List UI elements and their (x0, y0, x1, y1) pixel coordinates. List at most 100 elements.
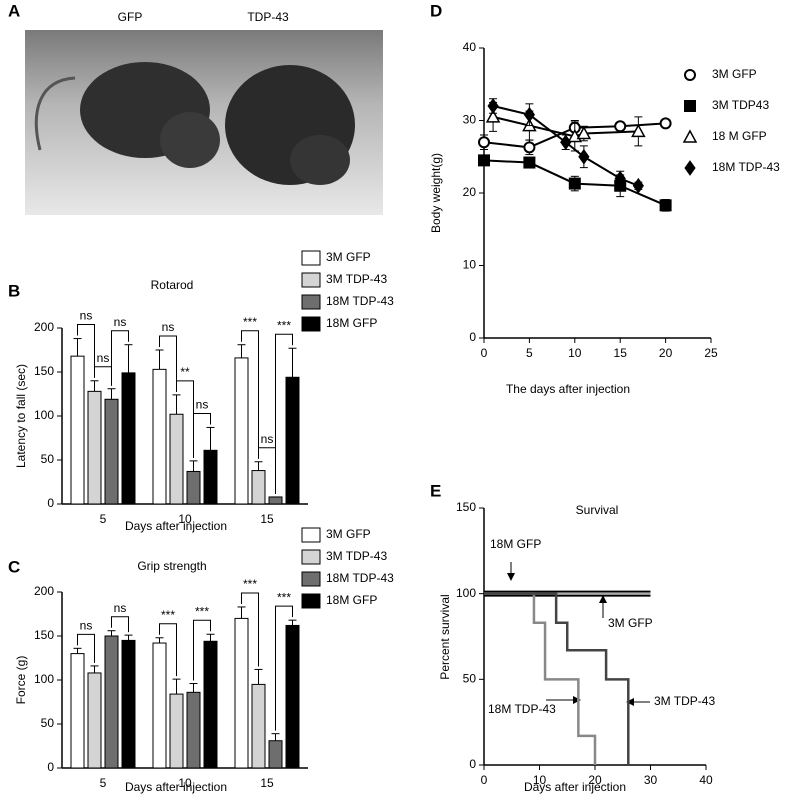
curve-label: 3M TDP-43 (654, 694, 715, 708)
significance-label: ns (114, 315, 127, 329)
x-axis-label: Days after injection (125, 519, 227, 533)
y-tick-label: 50 (463, 672, 477, 686)
bar (251, 683, 266, 769)
bar (234, 617, 249, 769)
y-tick-label: 150 (456, 500, 476, 514)
legend-swatch (301, 294, 321, 310)
y-tick-label: 10 (463, 258, 477, 272)
significance-bracket (111, 616, 129, 633)
curve-label: 18M GFP (490, 537, 541, 551)
panel-letter: B (8, 281, 20, 300)
x-tick-label: 30 (644, 773, 658, 787)
legend-label: 3M GFP (326, 527, 371, 541)
significance-bracket (241, 592, 259, 667)
x-axis-label: The days after injection (506, 382, 630, 396)
y-tick-label: 0 (47, 496, 54, 510)
legend-marker (684, 100, 696, 112)
bar (268, 740, 283, 769)
y-tick-label: 0 (47, 760, 54, 774)
marker (485, 109, 501, 123)
significance-label: ns (80, 618, 93, 632)
marker (523, 141, 536, 154)
y-tick-label: 0 (469, 330, 476, 344)
significance-bracket (241, 330, 259, 459)
legend-swatch (301, 571, 321, 587)
significance-label: ns (162, 320, 175, 334)
significance-bracket (77, 633, 95, 663)
x-tick-label: 15 (260, 512, 274, 526)
bar (203, 640, 218, 769)
marker (576, 125, 592, 140)
bar (70, 355, 85, 505)
x-tick-label: 5 (100, 512, 107, 526)
y-axis-label: Body weight(g) (429, 153, 443, 233)
bar (70, 653, 85, 769)
legend-swatch (301, 272, 321, 288)
significance-label: *** (243, 577, 257, 591)
significance-bracket (77, 324, 95, 378)
significance-label: *** (277, 590, 291, 604)
legend-label: 3M TDP43 (712, 98, 769, 112)
marker (631, 123, 646, 138)
legend-label: 18M TDP-43 (326, 294, 394, 308)
photo-label: GFP (118, 10, 143, 24)
significance-bracket (159, 623, 177, 677)
y-tick-label: 0 (469, 757, 476, 771)
marker (487, 98, 499, 114)
x-axis-label: Days after injection (125, 780, 227, 794)
x-tick-label: 15 (260, 776, 274, 790)
panel-letter: A (8, 1, 20, 20)
significance-label: ** (180, 365, 190, 379)
marker (578, 148, 590, 165)
x-tick-label: 40 (699, 773, 713, 787)
bar (121, 372, 136, 505)
significance-label: ns (97, 351, 110, 365)
significance-label: ns (114, 601, 127, 615)
significance-label: ns (80, 309, 93, 323)
marker (523, 106, 536, 123)
chart-title: Survival (576, 503, 619, 517)
bar (169, 413, 184, 505)
marker (632, 177, 644, 194)
panel-letter: E (430, 481, 441, 500)
x-tick-label: 0 (481, 773, 488, 787)
significance-bracket (275, 605, 293, 731)
bar (152, 642, 167, 769)
legend-label: 18M GFP (326, 316, 377, 330)
bar (186, 691, 201, 769)
legend-marker (684, 69, 696, 81)
survival-curve (484, 592, 630, 765)
marker (560, 134, 572, 151)
legend-label: 18 M GFP (712, 129, 767, 143)
x-tick-label: 10 (533, 773, 547, 787)
y-tick-label: 100 (456, 586, 476, 600)
bar (152, 368, 167, 505)
x-tick-label: 10 (568, 346, 582, 360)
curve-label: 3M GFP (608, 616, 653, 630)
panel-letter: D (430, 1, 442, 20)
marker (568, 177, 581, 190)
y-axis-label: Force (g) (14, 656, 28, 705)
bar (268, 496, 283, 505)
legend-label: 18M GFP (326, 593, 377, 607)
legend-label: 18M TDP-43 (326, 571, 394, 585)
marker (614, 120, 627, 133)
legend-swatch (301, 549, 321, 565)
bar (169, 693, 184, 769)
chart-title: Rotarod (151, 278, 194, 292)
legend-label: 3M TDP-43 (326, 549, 387, 563)
survival-arrows (507, 562, 650, 706)
y-tick-label: 30 (463, 113, 477, 127)
legend-marker (682, 129, 698, 143)
significance-label: *** (243, 315, 257, 329)
survival-curve (484, 592, 597, 765)
significance-bracket (193, 619, 211, 681)
y-tick-label: 200 (34, 320, 54, 334)
y-tick-label: 20 (463, 185, 477, 199)
significance-label: *** (195, 604, 209, 618)
legend-label: 3M TDP-43 (326, 272, 387, 286)
x-tick-label: 0 (481, 346, 488, 360)
significance-label: *** (277, 318, 291, 332)
significance-label: *** (161, 608, 175, 622)
